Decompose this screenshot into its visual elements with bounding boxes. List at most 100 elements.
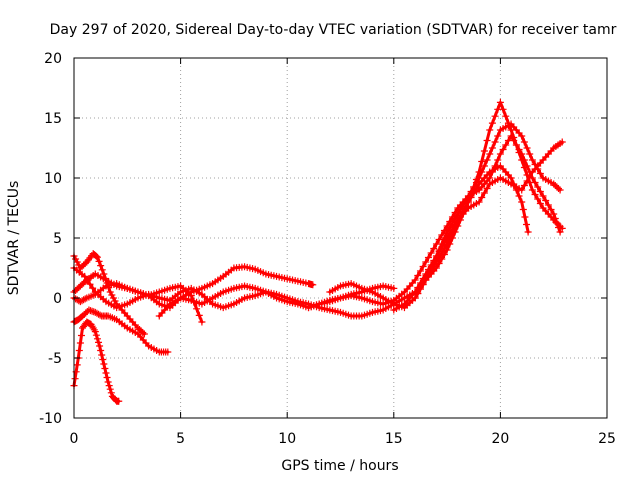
data-point (177, 285, 193, 296)
data-point (102, 298, 118, 310)
data-point (134, 291, 150, 302)
data-point (443, 215, 459, 236)
data-point (507, 126, 523, 156)
data-point (89, 250, 100, 260)
data-point (558, 138, 566, 146)
data-point (411, 281, 427, 302)
data-point (556, 186, 564, 194)
data-point (155, 285, 171, 296)
data-point (454, 207, 470, 224)
data-point (115, 397, 123, 405)
data-point (539, 147, 555, 164)
data-point (475, 137, 491, 176)
data-point (273, 294, 289, 305)
data-point (87, 320, 98, 334)
data-point (390, 302, 406, 314)
data-point (76, 295, 89, 306)
chart-title: Day 297 of 2020, Sidereal Day-to-day VTE… (50, 22, 617, 38)
data-point (134, 324, 147, 336)
data-point (113, 280, 129, 291)
data-point (496, 162, 512, 179)
data-point (326, 284, 342, 296)
data-point (422, 245, 438, 266)
grid-lines (74, 58, 607, 418)
data-point (486, 176, 502, 188)
axis-ticks (73, 57, 608, 419)
data-point (76, 260, 89, 272)
data-point (464, 176, 480, 206)
data-point (443, 222, 459, 248)
data-point (358, 284, 374, 295)
data-point (475, 185, 491, 206)
data-point (486, 105, 502, 134)
data-point (550, 180, 562, 192)
data-point (74, 313, 85, 324)
data-point (550, 140, 564, 152)
x-axis-label: GPS time / hours (281, 458, 398, 474)
data-point (230, 296, 246, 308)
data-point (123, 324, 139, 336)
y-tick-label: -10 (39, 411, 62, 427)
data-point (273, 290, 289, 301)
y-tick-label: 10 (44, 171, 62, 187)
data-point (539, 192, 555, 213)
data-point (539, 204, 555, 221)
data-point (166, 296, 182, 308)
data-point (422, 263, 438, 284)
series-track-2 (70, 306, 172, 356)
data-point (443, 209, 459, 230)
data-point (518, 156, 534, 186)
data-point (496, 174, 512, 186)
data-point (475, 177, 491, 194)
data-point (164, 348, 172, 356)
x-tick-label: 20 (491, 431, 509, 447)
data-point (198, 296, 214, 308)
data-point (123, 296, 139, 308)
data-point (507, 120, 523, 137)
data-point (209, 290, 225, 302)
data-point (558, 224, 566, 232)
data-point (309, 281, 317, 289)
data-point (106, 288, 119, 305)
data-point (113, 301, 129, 312)
series-track-9 (326, 120, 564, 312)
data-point (91, 328, 103, 346)
data-point (432, 227, 448, 248)
y-tick-labels: -10 -5 0 5 10 15 20 (39, 51, 62, 427)
data-point (166, 290, 182, 304)
data-point (104, 378, 115, 397)
data-point (390, 284, 398, 292)
data-point (91, 270, 107, 282)
x-tick-label: 15 (385, 431, 403, 447)
data-point (104, 312, 119, 323)
x-tick-label: 25 (598, 431, 616, 447)
data-point (524, 228, 532, 236)
data-point (496, 98, 512, 127)
data-point (400, 291, 416, 308)
y-tick-label: 15 (44, 111, 62, 127)
data-series (70, 98, 566, 405)
data-point (390, 290, 406, 304)
data-point (283, 294, 299, 305)
y-axis-label: SDTVAR / TECUs (6, 181, 22, 296)
data-point (219, 266, 235, 280)
data-point (528, 159, 544, 176)
data-point (368, 288, 384, 300)
series-track-11 (411, 138, 566, 302)
series-line (392, 100, 564, 312)
data-point (475, 171, 491, 188)
data-point (507, 180, 523, 192)
data-point (79, 308, 91, 320)
data-point (347, 280, 363, 291)
data-point (432, 239, 448, 260)
data-point (422, 257, 438, 278)
data-point (134, 330, 150, 347)
data-point (518, 173, 534, 194)
data-point (219, 301, 235, 312)
data-point (198, 281, 214, 292)
data-point (251, 284, 267, 295)
data-point (305, 280, 316, 288)
data-point (518, 132, 534, 158)
data-point (337, 308, 352, 319)
x-tick-labels: 0 5 10 15 20 25 (70, 431, 616, 447)
